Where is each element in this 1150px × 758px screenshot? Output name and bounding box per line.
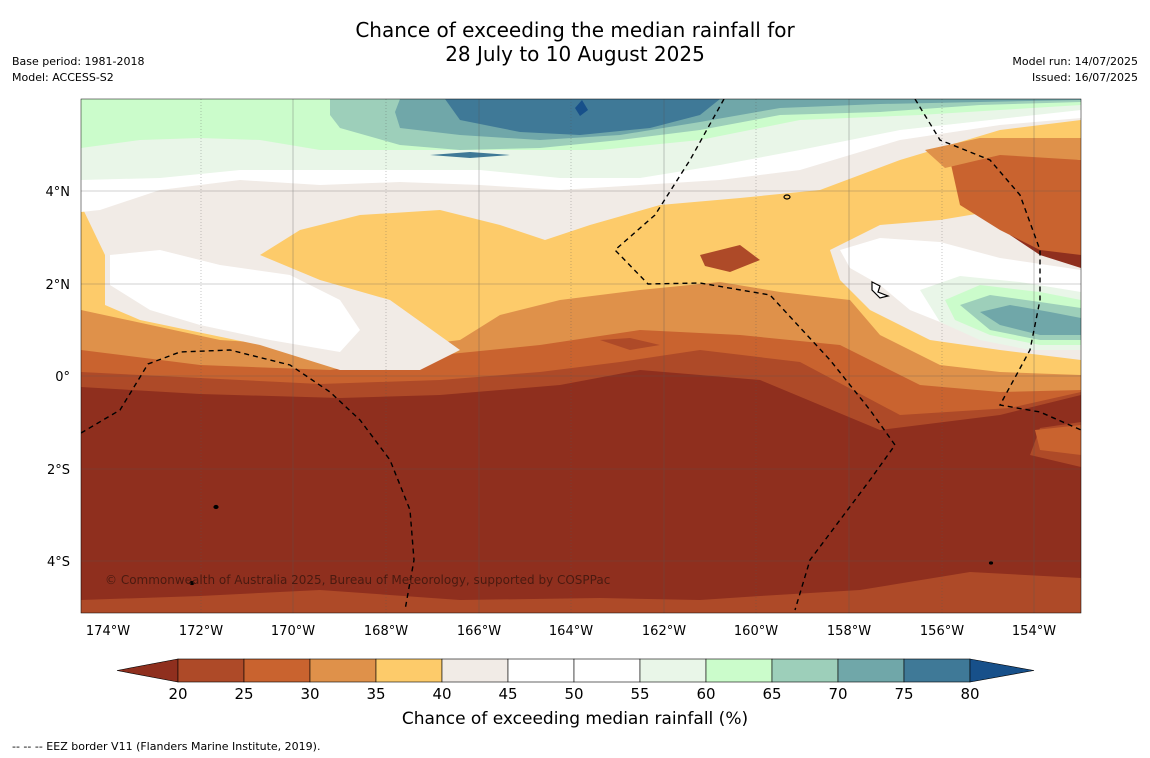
map-frame xyxy=(80,98,1082,614)
colorbar-swatch xyxy=(639,658,707,683)
gridlines xyxy=(81,99,1081,613)
issued-text: Issued: 16/07/2025 xyxy=(1031,71,1138,84)
lat-axis: 4°N 2°N 0° 2°S 4°S xyxy=(46,185,71,570)
colorbar-swatch xyxy=(177,658,245,683)
map-title: Chance of exceeding the median rainfall … xyxy=(0,18,1150,66)
islands xyxy=(189,194,994,586)
meta-left: Base period: 1981-2018 Model: ACCESS-S2 xyxy=(12,54,144,86)
band-above-80 xyxy=(575,100,588,116)
colorbar-title: Chance of exceeding median rainfall (%) xyxy=(401,709,749,729)
colorbar: 20 25 30 35 40 45 50 55 60 65 70 75 80 xyxy=(116,658,1035,703)
lon-label: 168°W xyxy=(364,624,408,639)
band-25-30-east xyxy=(950,150,1081,255)
band-75-80-streak xyxy=(430,152,510,158)
lon-label: 174°W xyxy=(86,624,130,639)
lon-label: 156°W xyxy=(920,624,964,639)
colorbar-swatch xyxy=(441,658,509,683)
band-20-25-eddy2 xyxy=(600,338,660,350)
colorbar-swatch xyxy=(705,658,773,683)
band-75-80 xyxy=(445,99,720,135)
colorbar-extend-high xyxy=(969,658,1035,683)
colorbar-swatch xyxy=(243,658,311,683)
model-text: Model: ACCESS-S2 xyxy=(12,71,114,84)
colorbar-tick-label: 65 xyxy=(762,685,781,703)
colorbar-tick-label: 75 xyxy=(894,685,913,703)
meta-right: Model run: 14/07/2025 Issued: 16/07/2025 xyxy=(1012,54,1138,86)
island-teraina xyxy=(783,194,791,200)
lon-label: 158°W xyxy=(827,624,871,639)
colorbar-tick-label: 35 xyxy=(366,685,385,703)
lat-label: 2°N xyxy=(46,278,71,293)
colorbar-swatch xyxy=(309,658,377,683)
rainfall-field xyxy=(81,99,1081,613)
lon-label: 170°W xyxy=(271,624,315,639)
lon-label: 166°W xyxy=(457,624,501,639)
colorbar-swatch xyxy=(771,658,839,683)
colorbar-tick-label: 40 xyxy=(432,685,451,703)
model-run-text: Model run: 14/07/2025 xyxy=(1012,55,1138,68)
colorbar-swatch xyxy=(903,658,971,683)
colorbar-swatch xyxy=(573,658,641,683)
lon-label: 160°W xyxy=(734,624,778,639)
colorbar-tick-label: 70 xyxy=(828,685,847,703)
colorbar-tick-label: 30 xyxy=(300,685,319,703)
copyright-text: © Commonwealth of Australia 2025, Bureau… xyxy=(105,573,610,587)
colorbar-swatch xyxy=(507,658,575,683)
colorbar-tick-label: 20 xyxy=(168,685,187,703)
colorbar-tick-label: 60 xyxy=(696,685,715,703)
title-line-2: 28 July to 10 August 2025 xyxy=(445,42,705,66)
band-20-25-south xyxy=(81,572,1081,613)
colorbar-tick-label: 45 xyxy=(498,685,517,703)
title-line-1: Chance of exceeding the median rainfall … xyxy=(355,18,795,42)
band-45-55-west xyxy=(110,250,360,352)
island-small-1 xyxy=(213,504,219,510)
band-70-75-east xyxy=(980,305,1081,335)
lon-label: 154°W xyxy=(1012,624,1056,639)
colorbar-tick-label: 55 xyxy=(630,685,649,703)
lat-label: 0° xyxy=(55,370,70,385)
island-kiritimati xyxy=(871,281,890,299)
lat-label: 2°S xyxy=(47,463,70,478)
lon-label: 172°W xyxy=(179,624,223,639)
eez-border-west xyxy=(81,349,415,611)
island-small-2 xyxy=(189,580,195,586)
base-period-text: Base period: 1981-2018 xyxy=(12,55,145,68)
colorbar-tick-label: 80 xyxy=(960,685,979,703)
island-small-3 xyxy=(988,561,994,565)
colorbar-tick-label: 25 xyxy=(234,685,253,703)
band-20-25-eddy xyxy=(700,245,760,272)
band-30-35-east xyxy=(925,138,1081,168)
lon-axis: 174°W 172°W 170°W 168°W 166°W 164°W 162°… xyxy=(86,624,1056,639)
lon-label: 164°W xyxy=(549,624,593,639)
lat-label: 4°N xyxy=(46,185,71,200)
colorbar-swatch xyxy=(837,658,905,683)
lat-label: 4°S xyxy=(47,555,70,570)
eez-border-east xyxy=(914,99,1081,431)
eez-legend-text: -- -- -- EEZ border V11 (Flanders Marine… xyxy=(12,740,321,753)
colorbar-extend-low xyxy=(116,658,179,683)
colorbar-tick-label: 50 xyxy=(564,685,583,703)
colorbar-swatch xyxy=(375,658,443,683)
eez-borders xyxy=(81,99,1081,611)
lon-label: 162°W xyxy=(642,624,686,639)
